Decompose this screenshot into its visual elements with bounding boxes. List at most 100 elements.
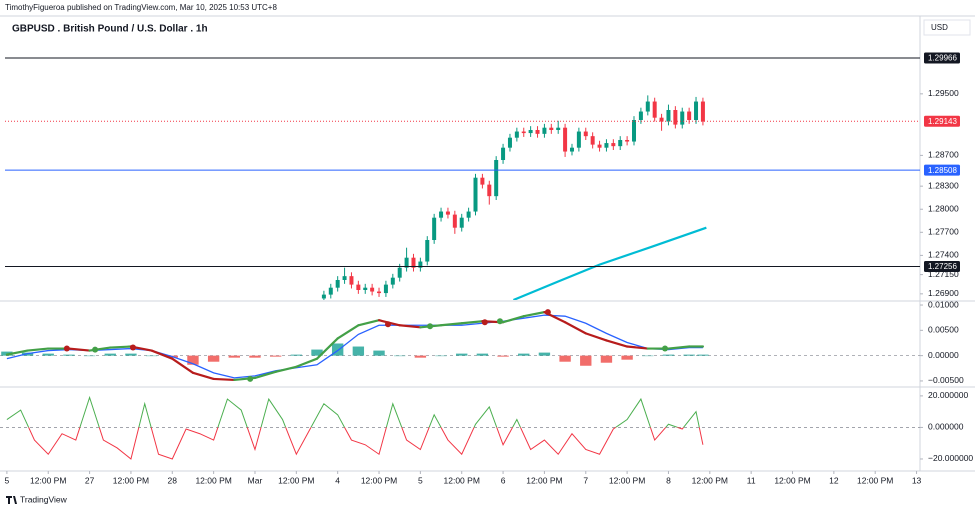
candle-body (528, 130, 533, 134)
histogram-bar (311, 349, 323, 356)
histogram-bar (559, 355, 571, 362)
candle-body (501, 147, 506, 160)
fast-line-segment (150, 349, 174, 360)
histogram-bar (352, 346, 365, 356)
fast-line-segment (460, 320, 484, 325)
cross-signal (662, 345, 669, 352)
fast-line-segment (584, 332, 608, 342)
candle-body (397, 267, 402, 278)
brand: TradingView (20, 494, 68, 504)
histogram-bar (497, 355, 509, 357)
cross-signal (92, 346, 99, 353)
y-tick-label: 0.00000 (928, 350, 959, 360)
y-tick-label: 1.28000 (928, 203, 959, 213)
x-tick-label: 7 (583, 475, 588, 485)
candle-body (342, 276, 347, 280)
histogram-bar (600, 355, 613, 363)
candle-body (597, 144, 602, 148)
candle-body (569, 147, 574, 152)
cross-signal (247, 375, 254, 382)
price-level-label-box (924, 260, 960, 272)
fast-line-segment (501, 315, 525, 324)
x-tick-label: 6 (501, 475, 506, 485)
y-tick-label: 1.29500 (928, 88, 959, 98)
x-tick-label: 12:00 PM (30, 475, 66, 485)
fast-line-segment (522, 311, 546, 318)
candle-body (590, 136, 595, 145)
histogram-bar (331, 343, 344, 356)
candle-body (535, 130, 540, 134)
candle-body (687, 111, 692, 120)
candle-body (638, 111, 643, 120)
candle-body (411, 257, 416, 268)
y-tick-label: 1.27400 (928, 250, 959, 260)
histogram-bar (683, 354, 695, 356)
cross-signal (63, 345, 70, 352)
candle-body (349, 276, 354, 285)
candle-body (466, 211, 471, 218)
candle-body (370, 287, 375, 292)
price-level-label: 1.29966 (928, 54, 957, 63)
histogram-bar (83, 355, 96, 357)
price-level-label: 1.28508 (928, 166, 957, 175)
price-level-label-box (924, 52, 960, 64)
candle-body (377, 291, 382, 294)
y-tick-label: 20.000000 (928, 390, 968, 400)
candle-body (521, 131, 526, 134)
candle-body (418, 261, 423, 268)
cross-signal (130, 344, 137, 351)
candle-body (473, 177, 478, 212)
histogram-bar (394, 355, 406, 357)
chart-title: GBPUSD . British Pound / U.S. Dollar . 1… (12, 24, 208, 35)
cross-signal (384, 321, 391, 328)
currency[interactable]: USD (931, 23, 948, 32)
candle-body (666, 110, 671, 122)
x-tick-label: 12:00 PM (774, 475, 810, 485)
candle-body (563, 127, 568, 152)
x-tick-label: 5 (5, 475, 10, 485)
candle-body (611, 143, 616, 147)
histogram-bar (580, 355, 592, 366)
candle-body (487, 184, 492, 197)
candle-body (694, 101, 699, 120)
y-tick-label: 0.00500 (928, 325, 959, 335)
cross-signal (544, 309, 551, 316)
x-tick-label: 12:00 PM (609, 475, 645, 485)
histogram-bar (642, 355, 654, 357)
y-tick-label: 1.27700 (928, 227, 959, 237)
x-tick-label: 28 (168, 475, 178, 485)
cross-signal (427, 323, 434, 330)
fast-line-segment (336, 324, 360, 340)
histogram-bar (42, 353, 54, 356)
oscillator-line-positive (6, 395, 700, 428)
histogram-bar (456, 353, 468, 356)
x-tick-label: 11 (747, 475, 756, 485)
histogram-bar (269, 355, 282, 357)
oscillator-line-negative (28, 427, 704, 460)
y-tick-label: 1.26900 (928, 288, 959, 298)
histogram-bar (414, 355, 427, 358)
histogram-bar (125, 353, 137, 356)
candle-body (604, 143, 609, 148)
fast-line-segment (357, 319, 381, 327)
candle-body (335, 280, 340, 288)
candle-body (425, 240, 430, 262)
x-tick-label: 12:00 PM (692, 475, 728, 485)
candle-body (583, 131, 588, 137)
candle-body (700, 101, 705, 122)
histogram-bar (662, 354, 675, 356)
candle-body (673, 110, 678, 125)
candle-body (328, 287, 333, 295)
x-tick-label: 12:00 PM (278, 475, 314, 485)
x-tick-label: 12:00 PM (361, 475, 397, 485)
candle-body (390, 277, 395, 285)
fast-line-segment (67, 347, 91, 352)
currency-box[interactable] (923, 19, 971, 36)
x-tick-label: 12:00 PM (113, 475, 149, 485)
candle-body (494, 160, 499, 197)
candle-body (680, 111, 685, 125)
histogram-bar (476, 353, 489, 356)
fast-line-segment (626, 345, 649, 350)
candle-body (549, 127, 554, 130)
